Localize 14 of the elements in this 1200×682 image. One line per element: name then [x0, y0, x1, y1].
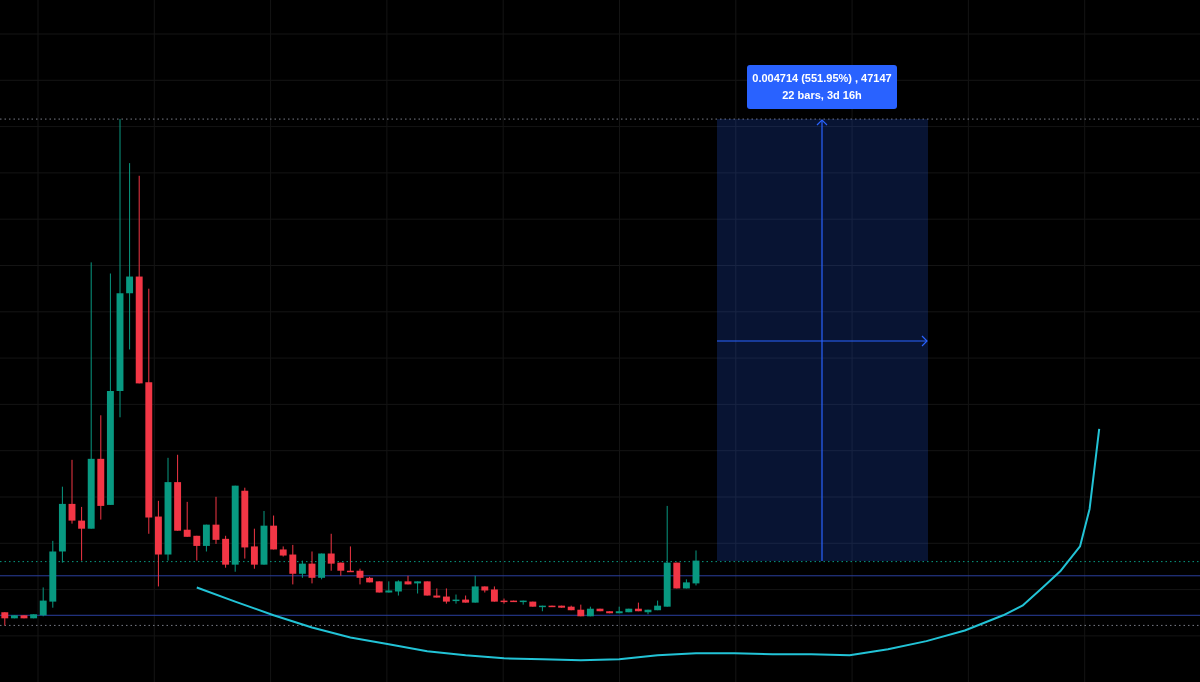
candlestick	[270, 515, 278, 550]
candlestick	[78, 506, 86, 562]
text: 22 bars, 3d 16h	[781, 88, 863, 103]
candlestick	[471, 575, 479, 604]
candlestick	[193, 535, 201, 562]
candlestick	[126, 162, 134, 350]
candlestick	[327, 533, 335, 572]
candlestick	[250, 528, 258, 570]
candlestick	[289, 544, 297, 585]
candlestick	[39, 586, 47, 617]
candlestick	[414, 580, 422, 595]
text: 0.004714 (551.95%) , 47147	[751, 71, 893, 86]
candlestick	[202, 524, 210, 552]
candlestick	[183, 501, 191, 538]
